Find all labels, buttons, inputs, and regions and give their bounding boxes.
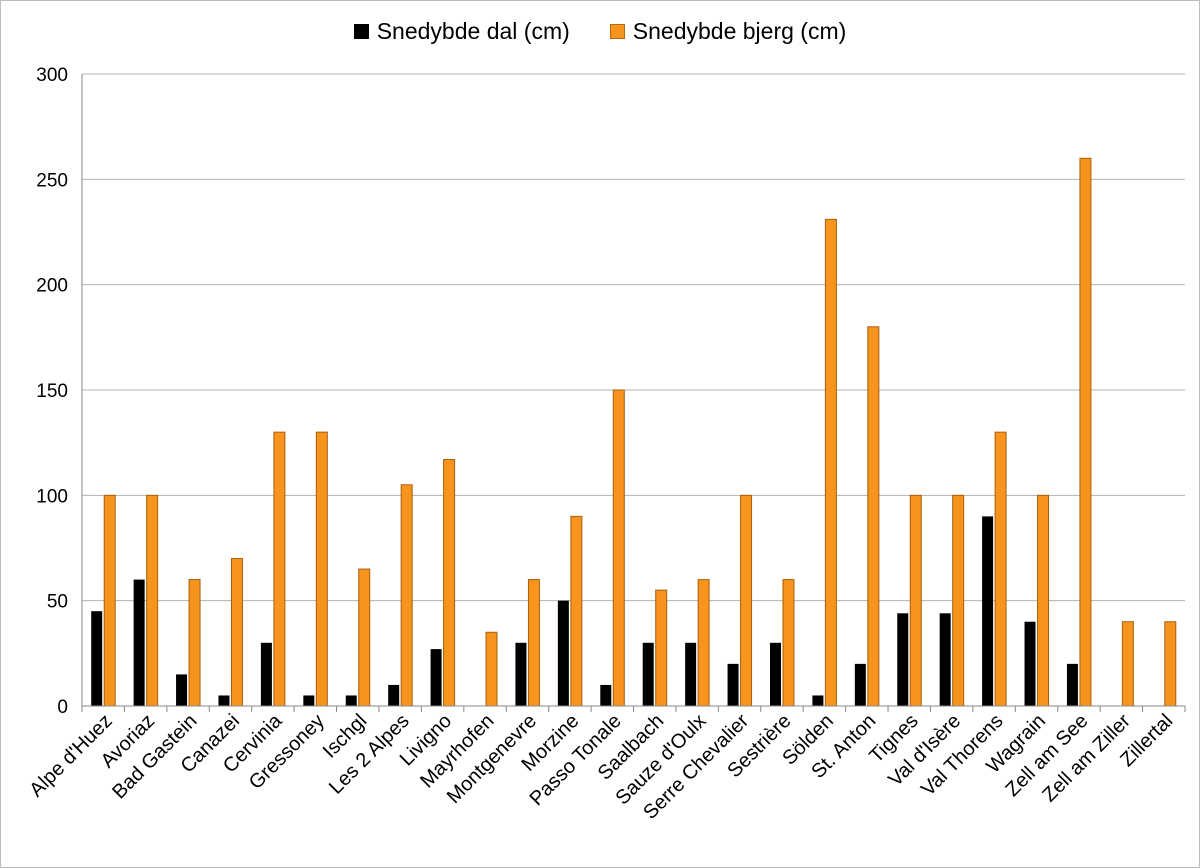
bar-dal-15 (727, 663, 739, 706)
bar-bjerg-15 (740, 494, 753, 707)
bar-dal-11 (557, 600, 569, 706)
bar-dal-13 (642, 642, 654, 706)
y-axis-ticks: 0 50 100 150 200 250 300 (36, 65, 68, 718)
bar-dal-4 (260, 642, 272, 706)
bar-dal-1 (133, 579, 145, 706)
bar-bjerg-20 (952, 494, 965, 707)
bar-bjerg-7 (400, 484, 413, 707)
bar-dal-17 (812, 695, 824, 706)
bar-dal-3 (218, 695, 230, 706)
bar-bjerg-19 (909, 494, 922, 707)
bar-dal-7 (388, 684, 400, 706)
y-tick-label: 50 (47, 592, 68, 613)
legend: Snedybde dal (cm) Snedybde bjerg (cm) (0, 18, 1200, 45)
bar-bjerg-14 (697, 579, 710, 707)
bar-dal-16 (769, 642, 781, 706)
grid-lines (82, 73, 1185, 602)
bar-bjerg-13 (655, 589, 668, 707)
bar-bjerg-23 (1079, 157, 1092, 707)
bar-bjerg-2 (188, 579, 201, 707)
legend-swatch-bjerg (609, 24, 625, 39)
bar-dal-14 (685, 642, 697, 706)
bar-bjerg-9 (485, 631, 498, 707)
bar-bjerg-11 (570, 515, 583, 707)
bars (91, 157, 1177, 707)
bar-dal-8 (430, 649, 442, 706)
bar-dal-10 (515, 642, 527, 706)
legend-item-dal: Snedybde dal (cm) (353, 18, 570, 45)
bar-bjerg-10 (527, 579, 540, 707)
bar-bjerg-16 (782, 579, 795, 707)
bar-bjerg-18 (867, 326, 880, 707)
bar-bjerg-5 (315, 431, 328, 707)
bar-bjerg-24 (1121, 621, 1134, 707)
bar-dal-23 (1066, 663, 1078, 706)
bar-bjerg-8 (443, 459, 456, 707)
y-tick-label: 300 (36, 65, 68, 86)
bar-dal-12 (600, 684, 612, 706)
axes (81, 74, 1186, 712)
bar-bjerg-3 (230, 558, 243, 707)
bar-dal-2 (176, 674, 188, 706)
bar-bjerg-21 (994, 431, 1007, 707)
bar-dal-19 (897, 613, 909, 706)
bar-dal-5 (303, 695, 315, 706)
y-tick-label: 100 (36, 486, 68, 507)
y-tick-label: 150 (36, 381, 68, 402)
bar-bjerg-17 (824, 218, 837, 707)
bar-dal-18 (854, 663, 866, 706)
bar-bjerg-25 (1164, 621, 1177, 707)
bar-dal-20 (939, 613, 951, 706)
bar-bjerg-4 (273, 431, 286, 707)
y-tick-label: 200 (36, 276, 68, 297)
bar-dal-21 (982, 516, 994, 706)
legend-item-bjerg: Snedybde bjerg (cm) (609, 18, 847, 45)
legend-swatch-dal (353, 24, 369, 39)
bar-dal-22 (1024, 621, 1036, 706)
bar-bjerg-6 (358, 568, 371, 707)
bar-bjerg-1 (146, 494, 159, 707)
legend-label-bjerg: Snedybde bjerg (cm) (632, 18, 847, 44)
bar-bjerg-22 (1037, 494, 1050, 707)
bar-bjerg-0 (103, 494, 116, 707)
y-tick-label: 0 (57, 697, 68, 718)
bar-dal-0 (91, 611, 103, 706)
bar-dal-6 (345, 695, 357, 706)
y-tick-label: 250 (36, 170, 68, 191)
legend-label-dal: Snedybde dal (cm) (376, 18, 570, 44)
bar-bjerg-12 (612, 389, 625, 707)
